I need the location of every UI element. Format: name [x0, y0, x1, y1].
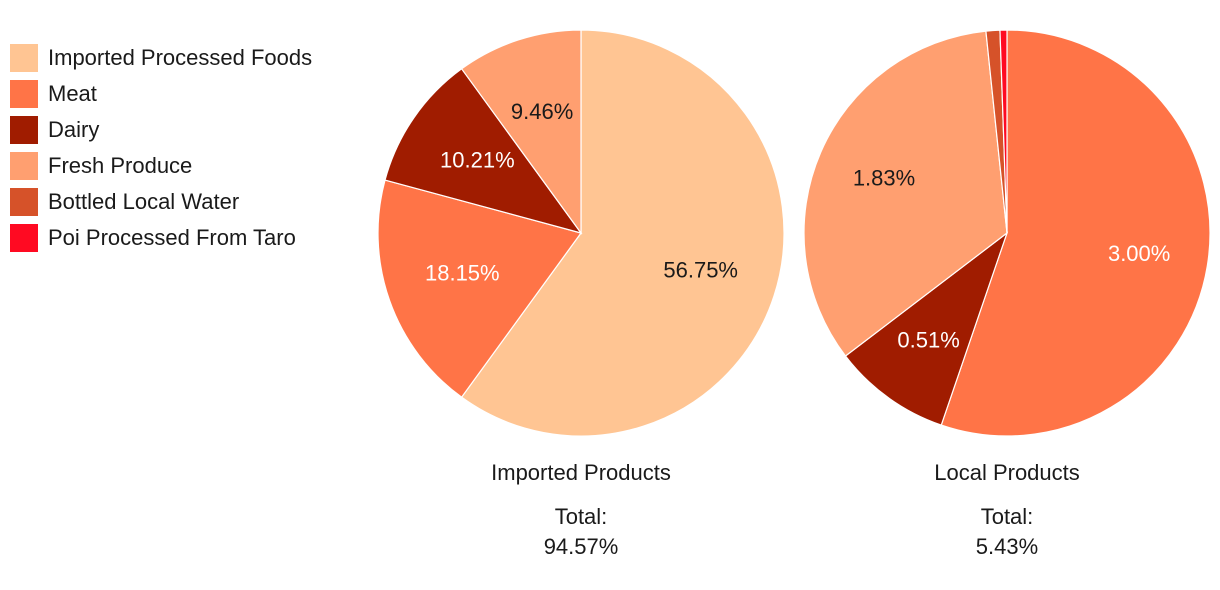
legend-swatch: [10, 80, 38, 108]
pie-slice-fresh-produce: [460, 29, 582, 235]
local-products-pie: 3.00% 0.51% 1.83%: [803, 29, 1211, 437]
legend-label: Poi Processed From Taro: [48, 225, 296, 250]
legend-item-dairy: Dairy: [10, 112, 312, 148]
legend-swatch: [10, 188, 38, 216]
local-products-caption: Local Products Total: 5.43%: [857, 458, 1157, 562]
legend-label: Meat: [48, 81, 97, 106]
chart-title: Local Products: [934, 460, 1080, 485]
total-label: Total:: [554, 504, 608, 529]
legend-item-fresh-produce: Fresh Produce: [10, 148, 312, 184]
chart-title: Imported Products: [491, 460, 671, 485]
pie-slice-dairy: [384, 67, 583, 235]
legend-swatch: [10, 44, 38, 72]
legend-item-bottled-local-water: Bottled Local Water: [10, 184, 312, 220]
imported-products-caption: Imported Products Total: 94.57%: [431, 458, 731, 562]
legend-item-poi-processed-from-taro: Poi Processed From Taro: [10, 220, 312, 256]
legend-swatch: [10, 224, 38, 252]
legend-label: Bottled Local Water: [48, 189, 240, 214]
pie-slice-imported-processed-foods: [460, 29, 785, 437]
legend-label: Fresh Produce: [48, 153, 193, 178]
legend-label: Dairy: [48, 117, 100, 142]
legend-swatch: [10, 152, 38, 180]
pie-slice-fresh-produce: [803, 30, 1008, 357]
slice-label-dairy: 0.51%: [897, 327, 959, 352]
legend: Imported Processed Foods Meat Dairy Fres…: [10, 40, 312, 256]
legend-label: Imported Processed Foods: [48, 45, 313, 70]
imported-products-pie: 56.75% 18.15% 10.21% 9.46%: [377, 29, 785, 437]
slice-label-meat: 18.15%: [425, 261, 500, 286]
pie-slice-dairy: [844, 231, 1009, 426]
total-label: Total:: [980, 504, 1034, 529]
total-value: 5.43%: [975, 534, 1039, 559]
legend-item-meat: Meat: [10, 76, 312, 112]
slice-label-fresh-produce: 9.46%: [511, 99, 573, 124]
pie-slice-poi-processed-from-taro: [999, 29, 1008, 234]
slice-label-imported-processed-foods: 56.75%: [663, 258, 738, 283]
legend-swatch: [10, 116, 38, 144]
slice-label-dairy: 10.21%: [440, 147, 515, 172]
total-value: 94.57%: [543, 534, 619, 559]
pie-slice-meat: [940, 29, 1211, 437]
pie-slice-meat: [377, 179, 582, 399]
legend-item-imported-processed-foods: Imported Processed Foods: [10, 40, 312, 76]
slice-label-meat: 3.00%: [1108, 241, 1170, 266]
slice-label-fresh-produce: 1.83%: [853, 166, 915, 191]
